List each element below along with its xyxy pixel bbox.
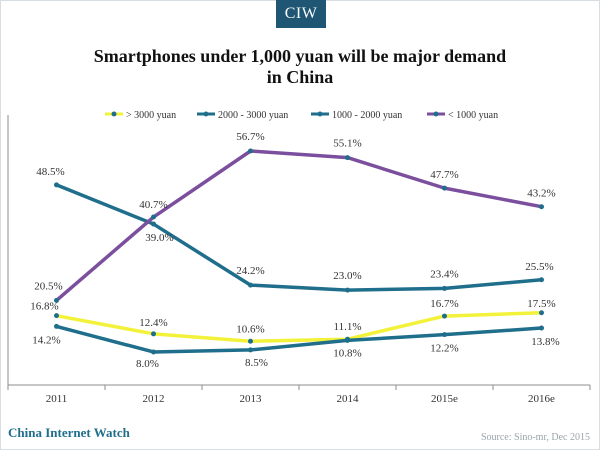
data-point-s3-1 — [151, 214, 156, 220]
data-label-s0-2: 10.6% — [236, 323, 264, 335]
x-tick-label-2016e: 2016e — [528, 393, 555, 405]
data-label-s0-1: 12.4% — [139, 317, 167, 329]
ciw-logo: CIW — [276, 0, 326, 28]
data-label-s1-4: 23.4% — [430, 268, 458, 280]
data-label-s3-1: 40.7% — [139, 199, 167, 211]
brand-name: China Internet Watch — [8, 425, 130, 440]
data-label-s2-2: 8.5% — [245, 357, 268, 369]
legend-marker-0 — [111, 111, 117, 117]
series-line-0 — [56, 311, 542, 344]
x-tick-label-2015e: 2015e — [431, 393, 458, 405]
data-label-s2-5: 13.8% — [531, 336, 559, 348]
data-point-s0-5 — [539, 310, 544, 316]
data-point-s0-1 — [151, 331, 156, 337]
data-point-s2-5 — [539, 325, 544, 331]
x-tick-label-2012: 2012 — [143, 393, 165, 405]
data-point-s1-1 — [151, 221, 156, 227]
data-label-s2-1: 8.0% — [136, 358, 159, 370]
data-point-s1-4 — [442, 285, 447, 291]
series-line-2 — [56, 324, 542, 354]
series-line-1 — [55, 183, 542, 292]
data-label-s3-2: 56.7% — [236, 131, 264, 143]
legend-label-3: < 1000 yuan — [448, 110, 498, 121]
data-label-s1-5: 25.5% — [525, 261, 553, 273]
data-label-s1-1: 39.0% — [145, 232, 173, 244]
data-point-s2-4 — [442, 332, 447, 338]
legend-label-2: 1000 - 2000 yuan — [332, 110, 402, 121]
data-label-s1-0: 48.5% — [36, 166, 64, 178]
data-point-s2-2 — [248, 347, 253, 353]
data-label-s3-4: 47.7% — [430, 169, 458, 181]
data-point-s3-5 — [539, 204, 544, 210]
data-label-s2-4: 12.2% — [430, 343, 458, 355]
source-note: Source: Sino-mr, Dec 2015 — [480, 432, 590, 443]
chart-title: Smartphones under 1,000 yuan will be maj… — [40, 46, 560, 88]
data-point-s1-5 — [539, 277, 544, 283]
data-label-s0-3: 11.1% — [333, 321, 361, 333]
data-label-s3-0: 20.5% — [34, 280, 62, 292]
data-point-s2-0 — [54, 323, 59, 329]
data-label-s3-5: 43.2% — [527, 188, 555, 200]
data-point-s0-2 — [248, 338, 253, 344]
data-point-s3-4 — [442, 185, 447, 191]
data-point-s2-1 — [151, 349, 156, 355]
x-tick-label-2014: 2014 — [337, 393, 360, 405]
chart-title-line-1: Smartphones under 1,000 yuan will be maj… — [93, 46, 507, 66]
data-label-s1-3: 23.0% — [333, 270, 361, 282]
data-label-s0-5: 17.5% — [527, 298, 555, 310]
data-label-s3-3: 55.1% — [333, 138, 361, 150]
data-point-s3-2 — [248, 148, 253, 154]
data-label-s1-2: 24.2% — [236, 265, 264, 277]
data-point-s0-0 — [54, 313, 59, 319]
legend-marker-1 — [203, 111, 209, 117]
series-line-3 — [55, 149, 542, 302]
data-point-s3-3 — [345, 155, 350, 161]
data-point-s1-3 — [345, 287, 350, 293]
legend-label-1: 2000 - 3000 yuan — [218, 110, 288, 121]
legend-marker-2 — [317, 111, 323, 117]
chart-title-line-2: in China — [266, 67, 334, 87]
legend-label-0: > 3000 yuan — [126, 110, 176, 121]
x-tick-label-2011: 2011 — [46, 393, 68, 405]
legend-marker-3 — [433, 111, 439, 117]
data-label-s2-3: 10.8% — [333, 347, 361, 359]
x-tick-label-2013: 2013 — [240, 393, 263, 405]
data-label-s0-0: 16.8% — [30, 301, 58, 313]
data-label-s2-0: 14.2% — [32, 334, 60, 346]
data-label-s0-4: 16.7% — [430, 298, 458, 310]
data-point-s2-3 — [345, 337, 350, 343]
data-point-s3-0 — [54, 297, 59, 303]
data-point-s0-4 — [442, 313, 447, 319]
data-point-s1-2 — [248, 282, 253, 288]
data-point-s1-0 — [54, 182, 59, 188]
